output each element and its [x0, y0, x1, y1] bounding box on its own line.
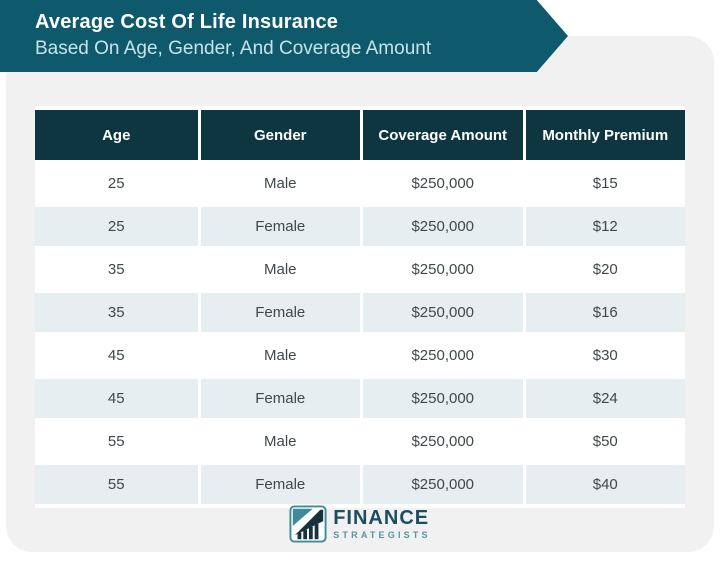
table-cell: Female [197, 207, 360, 246]
logo-wordmark: FINANCE STRATEGISTS [333, 508, 431, 540]
table-cell: $250,000 [360, 465, 523, 504]
column-header-coverage-amount: Coverage Amount [360, 110, 523, 160]
column-header-age: Age [35, 110, 198, 160]
column-header-monthly-premium: Monthly Premium [522, 110, 685, 160]
table-cell: $250,000 [360, 164, 523, 203]
table-cell: $24 [522, 379, 685, 418]
table-cell: 45 [35, 336, 198, 375]
table-cell: 35 [35, 250, 198, 289]
table-cell: $30 [522, 336, 685, 375]
table-cell: $250,000 [360, 207, 523, 246]
table-cell: 35 [35, 293, 198, 332]
insurance-cost-table: Age Gender Coverage Amount Monthly Premi… [35, 106, 685, 508]
table-row: 25 Male $250,000 $15 [35, 164, 685, 203]
footer-logo: FINANCE STRATEGISTS [0, 505, 720, 543]
column-header-gender: Gender [197, 110, 360, 160]
table-cell: $250,000 [360, 379, 523, 418]
table-cell: Male [197, 250, 360, 289]
table-cell: $15 [522, 164, 685, 203]
page-subtitle: Based On Age, Gender, And Coverage Amoun… [35, 38, 432, 59]
table-cell: Male [197, 422, 360, 461]
table-header: Age Gender Coverage Amount Monthly Premi… [35, 110, 685, 160]
table-cell: Female [197, 465, 360, 504]
logo-strategists-text: STRATEGISTS [333, 530, 431, 540]
table-cell: 25 [35, 207, 198, 246]
table-cell: $40 [522, 465, 685, 504]
table-row: 45 Female $250,000 $24 [35, 379, 685, 418]
table-row: 55 Male $250,000 $50 [35, 422, 685, 461]
table-cell: $250,000 [360, 336, 523, 375]
table-cell: $20 [522, 250, 685, 289]
table-row: 45 Male $250,000 $30 [35, 336, 685, 375]
page-title: Average Cost Of Life Insurance [35, 11, 339, 33]
table-row: 25 Female $250,000 $12 [35, 207, 685, 246]
table-cell: 55 [35, 465, 198, 504]
table-cell: 25 [35, 164, 198, 203]
table-row: 55 Female $250,000 $40 [35, 465, 685, 504]
table-body: 25 Male $250,000 $15 25 Female $250,000 $12 35 Ma… [35, 164, 685, 504]
table-row: 35 Female $250,000 $16 [35, 293, 685, 332]
table-cell: $16 [522, 293, 685, 332]
bar-chart-arrow-icon [289, 505, 327, 543]
table-cell: 55 [35, 422, 198, 461]
table-cell: $12 [522, 207, 685, 246]
title-banner: Average Cost Of Life Insurance Based On … [0, 0, 568, 72]
table-row: 35 Male $250,000 $20 [35, 250, 685, 289]
table-cell: $50 [522, 422, 685, 461]
table-cell: Male [197, 164, 360, 203]
table-cell: $250,000 [360, 422, 523, 461]
logo-finance-text: FINANCE [333, 507, 430, 529]
table-cell: $250,000 [360, 250, 523, 289]
table-cell: Female [197, 293, 360, 332]
table-cell: Female [197, 379, 360, 418]
table-cell: $250,000 [360, 293, 523, 332]
table-cell: Male [197, 336, 360, 375]
table-cell: 45 [35, 379, 198, 418]
